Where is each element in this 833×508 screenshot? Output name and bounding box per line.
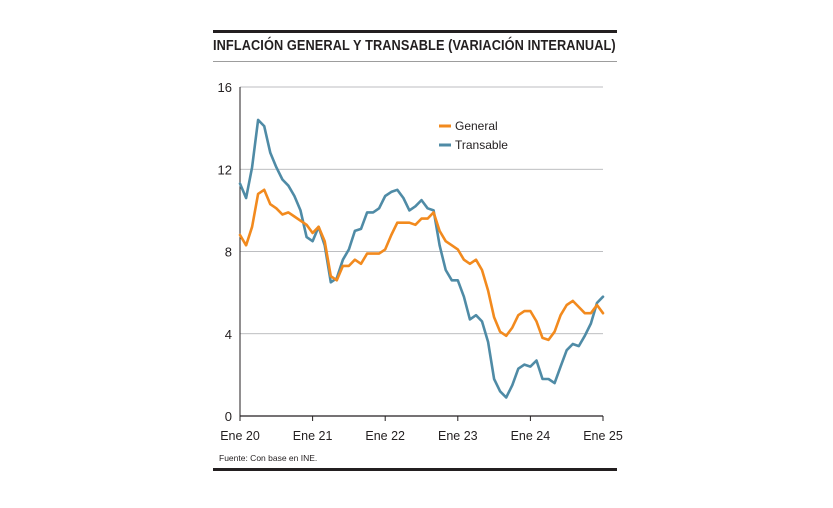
legend: General Transable xyxy=(439,119,508,152)
chart-title: INFLACIÓN GENERAL Y TRANSABLE (VARIACIÓN… xyxy=(213,38,616,54)
series-line-transable xyxy=(238,118,605,399)
top-rule xyxy=(213,30,617,33)
y-tick-label: 12 xyxy=(218,162,232,177)
gridlines xyxy=(239,86,603,417)
title-divider xyxy=(213,61,617,62)
source-note: Fuente: Con base en INE. xyxy=(219,453,318,463)
y-tick-label: 0 xyxy=(225,409,232,424)
legend-label-general: General xyxy=(455,119,498,133)
series-line-general xyxy=(238,188,605,342)
y-axis-tick-labels: 0 4 8 12 16 xyxy=(218,80,232,424)
y-tick-label: 4 xyxy=(225,327,232,342)
y-tick-label: 16 xyxy=(218,80,232,95)
series-lines xyxy=(238,118,605,399)
bottom-rule xyxy=(213,468,617,471)
x-tick-label: Ene 22 xyxy=(365,429,405,443)
x-tick-label: Ene 25 xyxy=(583,429,623,443)
x-tick-label: Ene 23 xyxy=(438,429,478,443)
legend-label-transable: Transable xyxy=(455,138,508,152)
x-axis-tick-labels: Ene 20 Ene 21 Ene 22 Ene 23 Ene 24 Ene 25 xyxy=(220,416,623,443)
x-tick-label: Ene 21 xyxy=(293,429,333,443)
x-tick-label: Ene 20 xyxy=(220,429,260,443)
x-tick-label: Ene 24 xyxy=(511,429,551,443)
y-tick-label: 8 xyxy=(225,245,232,260)
